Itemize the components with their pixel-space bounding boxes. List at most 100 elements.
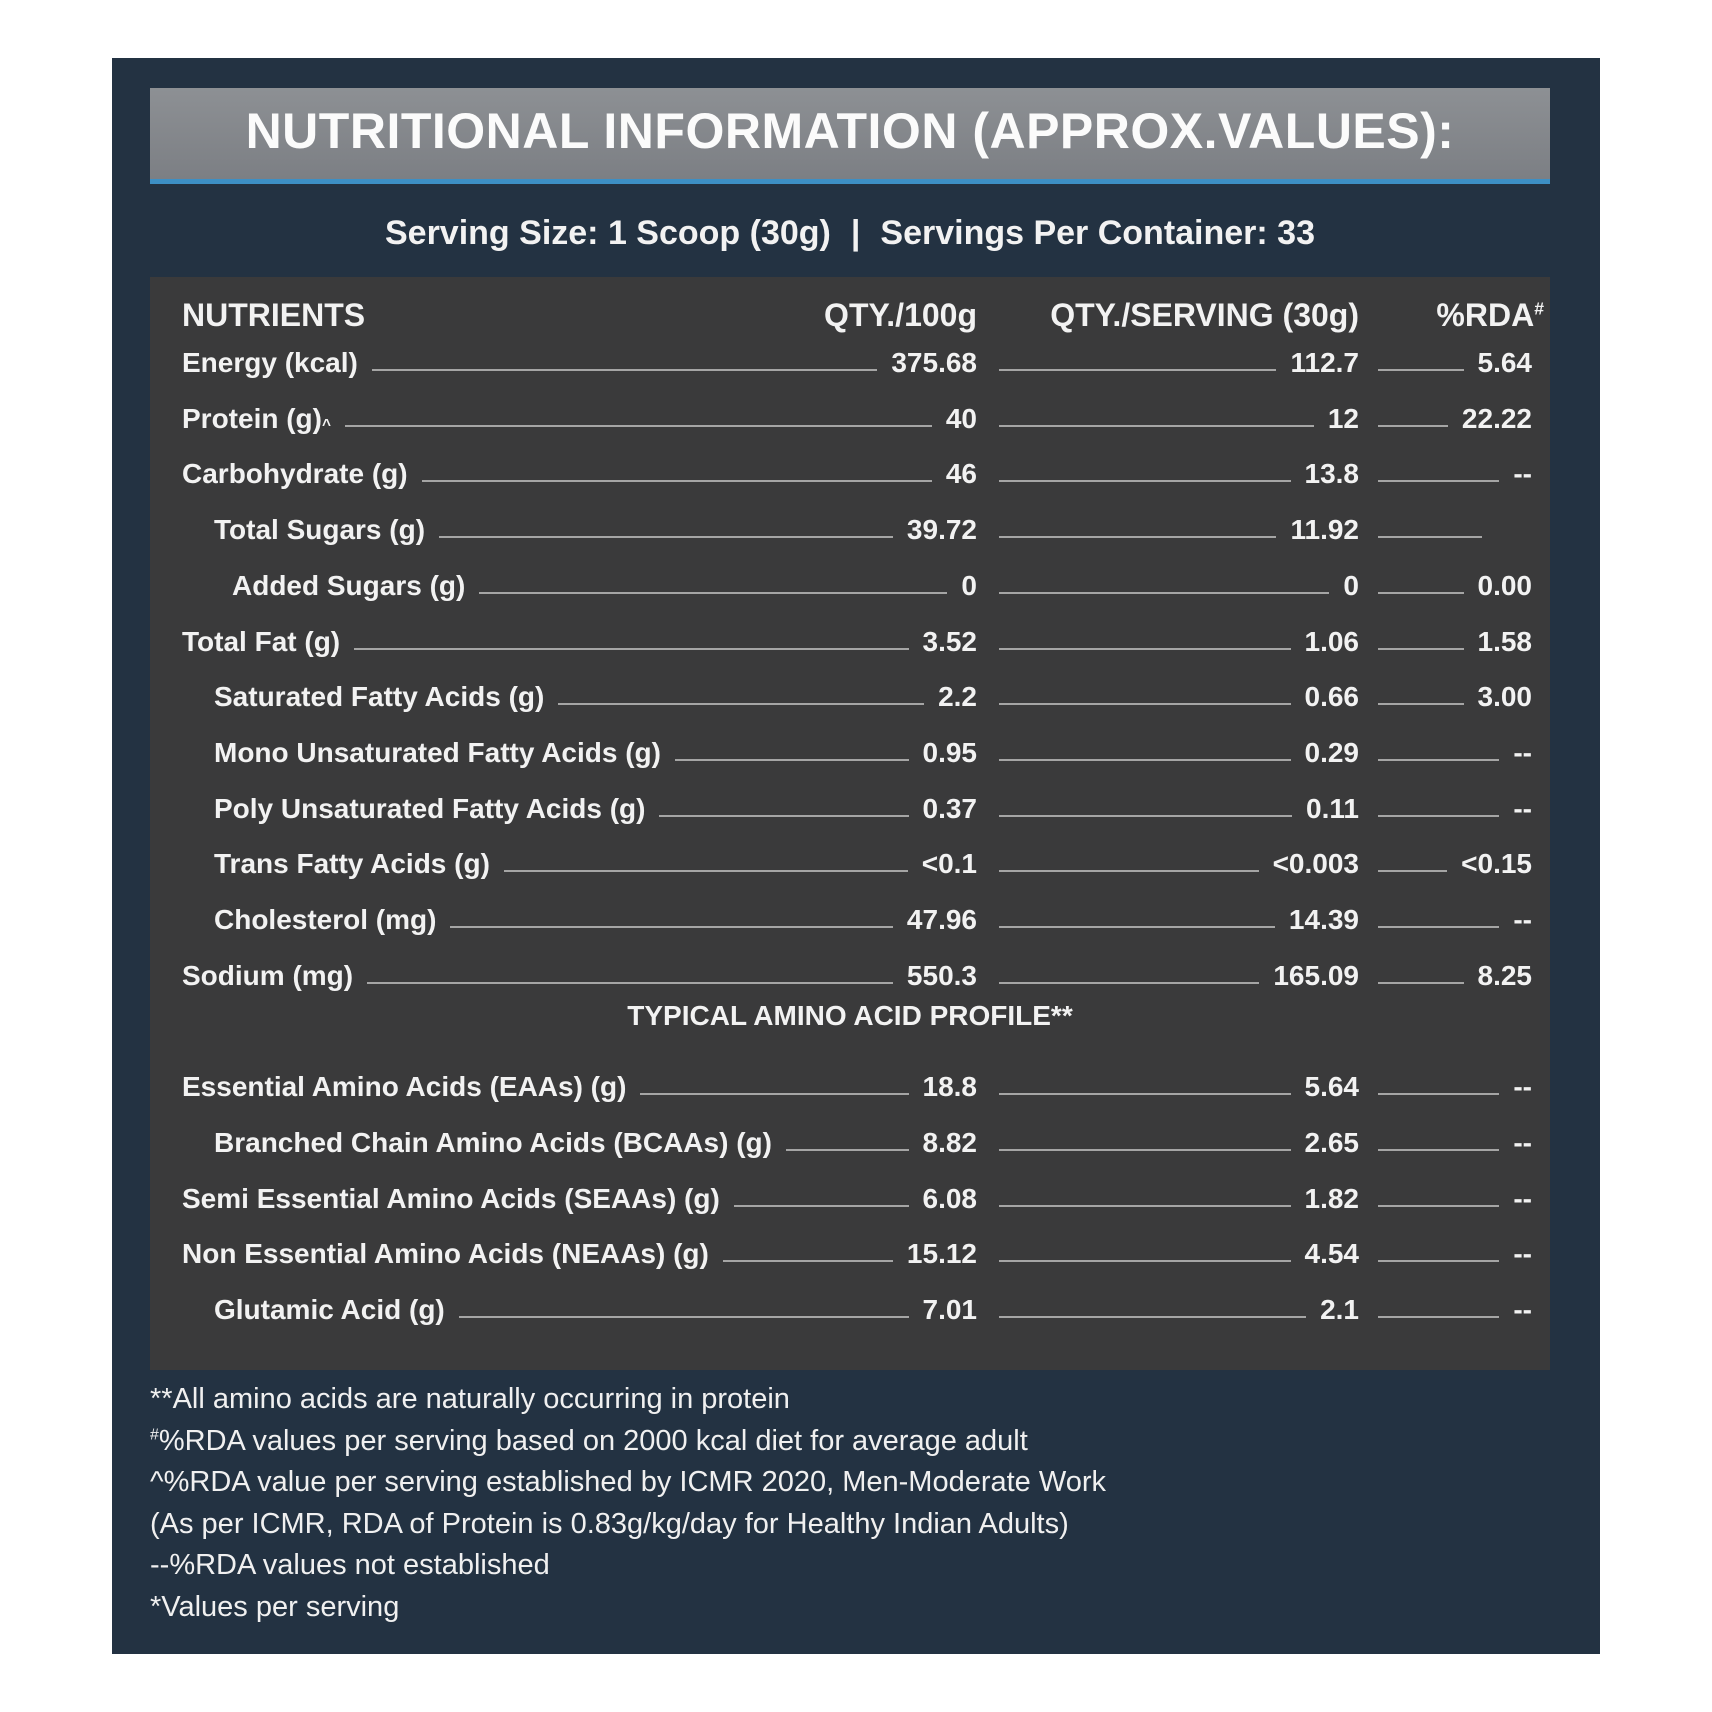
nutrient-label: Total Sugars (g) bbox=[214, 514, 426, 546]
qty-100g: 7.01 bbox=[922, 1293, 978, 1325]
nutrient-label: Saturated Fatty Acids (g) bbox=[214, 681, 545, 713]
nutrient-row: Protein (g) ^ 40 12 22.22 bbox=[182, 385, 1532, 435]
nutrient-row: Saturated Fatty Acids (g) 2.2 0.66 3.00 bbox=[182, 663, 1532, 713]
label-cell: Non Essential Amino Acids (NEAAs) (g) 15.… bbox=[182, 1238, 977, 1270]
label-cell: Carbohydrate (g) 46 bbox=[182, 458, 977, 490]
leader bbox=[999, 981, 1260, 984]
rda: 22.22 bbox=[1461, 402, 1532, 434]
nutrient-label: Branched Chain Amino Acids (BCAAs) (g) bbox=[214, 1126, 772, 1158]
serving-cell: 13.8 bbox=[999, 458, 1359, 490]
nutrient-label: Cholesterol (mg) bbox=[214, 904, 437, 935]
nutrient-label: Carbohydrate (g) bbox=[182, 458, 408, 490]
leader bbox=[999, 1148, 1291, 1151]
leader bbox=[503, 870, 908, 873]
footnote: ^%RDA value per serving established by I… bbox=[150, 1466, 1106, 1499]
rda: 3.00 bbox=[1477, 681, 1533, 713]
leader bbox=[640, 1093, 909, 1096]
leader bbox=[1378, 758, 1500, 761]
leader bbox=[1378, 1148, 1500, 1151]
nutrition-table: NUTRIENTS QTY./100g QTY./SERVING (30g) %… bbox=[150, 277, 1550, 1370]
rda-cell: <0.15 bbox=[1378, 848, 1532, 880]
leader bbox=[999, 758, 1291, 761]
nutrient-row: Mono Unsaturated Fatty Acids (g) 0.95 0.29… bbox=[182, 719, 1532, 769]
rda: 0.00 bbox=[1477, 569, 1533, 601]
leader bbox=[421, 480, 932, 483]
qty-100g: 3.52 bbox=[922, 625, 978, 657]
leader bbox=[354, 647, 909, 650]
nutrient-row: Branched Chain Amino Acids (BCAAs) (g) 8.… bbox=[182, 1109, 1532, 1159]
nutrient-label: Poly Unsaturated Fatty Acids (g) bbox=[214, 792, 646, 824]
leader bbox=[999, 480, 1291, 483]
qty-100g: 2.2 bbox=[938, 681, 977, 713]
serving-cell: 1.82 bbox=[999, 1183, 1359, 1215]
label-cell: Essential Amino Acids (EAAs) (g) 18.8 bbox=[182, 1071, 977, 1103]
qty-serving: 0.11 bbox=[1306, 792, 1359, 824]
leader bbox=[999, 1093, 1291, 1096]
leader bbox=[659, 814, 909, 817]
leader bbox=[1378, 1260, 1500, 1263]
qty-serving: 14.39 bbox=[1288, 904, 1359, 935]
rda-cell: -- bbox=[1378, 1183, 1532, 1215]
qty-serving: 4.54 bbox=[1304, 1238, 1360, 1270]
qty-serving: 5.64 bbox=[1304, 1071, 1360, 1103]
leader bbox=[733, 1204, 909, 1207]
nutrient-label: Trans Fatty Acids (g) bbox=[214, 848, 490, 880]
nutrient-row: Trans Fatty Acids (g) <0.1 <0.003 <0.15 bbox=[182, 830, 1532, 880]
qty-100g: 550.3 bbox=[906, 959, 977, 991]
serving-size: Serving Size: 1 Scoop (30g) bbox=[384, 214, 831, 252]
footnote: --%RDA values not established bbox=[150, 1549, 550, 1582]
qty-100g: 39.72 bbox=[906, 514, 977, 546]
qty-serving: 0 bbox=[1343, 569, 1359, 601]
nutrient-label: Glutamic Acid (g) bbox=[214, 1293, 445, 1325]
rda-cell: -- bbox=[1378, 904, 1532, 936]
serving-cell: 0.29 bbox=[999, 737, 1359, 769]
label-cell: Cholesterol (mg) 47.96 bbox=[182, 904, 977, 936]
rda-cell: -- bbox=[1378, 1238, 1532, 1270]
column-header: NUTRIENTS bbox=[182, 297, 366, 333]
rda: -- bbox=[1513, 904, 1532, 935]
label-cell: Semi Essential Amino Acids (SEAAs) (g) 6.… bbox=[182, 1183, 977, 1215]
rda: -- bbox=[1513, 736, 1532, 768]
separator: | bbox=[850, 214, 861, 252]
leader bbox=[1378, 591, 1464, 594]
leader bbox=[1378, 981, 1464, 984]
qty-100g: 0.95 bbox=[922, 736, 978, 768]
footnote: *Values per serving bbox=[150, 1591, 399, 1624]
qty-100g: 8.82 bbox=[922, 1126, 978, 1158]
leader bbox=[458, 1315, 909, 1318]
nutrient-label: Energy (kcal) bbox=[182, 347, 358, 378]
leader bbox=[1378, 536, 1482, 539]
nutrient-label: Total Fat (g) bbox=[182, 625, 341, 657]
serving-cell: 5.64 bbox=[999, 1071, 1359, 1103]
column-header: QTY./SERVING (30g) bbox=[1050, 297, 1359, 333]
qty-100g: 40 bbox=[945, 402, 977, 434]
leader bbox=[1378, 703, 1464, 706]
serving-cell: 14.39 bbox=[999, 904, 1359, 936]
rda: <0.15 bbox=[1461, 848, 1532, 880]
leader bbox=[1378, 1204, 1500, 1207]
leader bbox=[674, 758, 909, 761]
nutrient-label: Added Sugars (g) bbox=[232, 569, 466, 601]
rda-cell: -- bbox=[1378, 458, 1532, 490]
leader bbox=[999, 870, 1259, 873]
footnote-text: ^%RDA value per serving established by I… bbox=[150, 1466, 1106, 1499]
leader bbox=[1378, 870, 1448, 873]
leader bbox=[1378, 1093, 1500, 1096]
qty-100g: 6.08 bbox=[922, 1182, 978, 1214]
qty-100g: 0 bbox=[961, 569, 977, 601]
rda-cell: 0.00 bbox=[1378, 570, 1532, 602]
leader bbox=[1378, 814, 1500, 817]
nutrient-row: Essential Amino Acids (EAAs) (g) 18.8 5.64… bbox=[182, 1053, 1532, 1103]
nutrient-row: Non Essential Amino Acids (NEAAs) (g) 15.… bbox=[182, 1220, 1532, 1270]
leader bbox=[999, 1315, 1307, 1318]
nutrient-row: Sodium (mg) 550.3 165.09 8.25 bbox=[182, 942, 1532, 992]
nutrient-label: Sodium (mg) bbox=[182, 959, 354, 991]
footnote-text: %RDA values per serving based on 2000 kc… bbox=[158, 1424, 1028, 1457]
footnote-text: **All amino acids are naturally occurrin… bbox=[150, 1383, 790, 1415]
leader bbox=[999, 591, 1330, 594]
footnote: (As per ICMR, RDA of Protein is 0.83g/kg… bbox=[150, 1508, 1069, 1541]
nutrient-row: Cholesterol (mg) 47.96 14.39 -- bbox=[182, 886, 1532, 936]
serving-cell: <0.003 bbox=[999, 848, 1359, 880]
label-cell: Total Fat (g) 3.52 bbox=[182, 626, 977, 658]
